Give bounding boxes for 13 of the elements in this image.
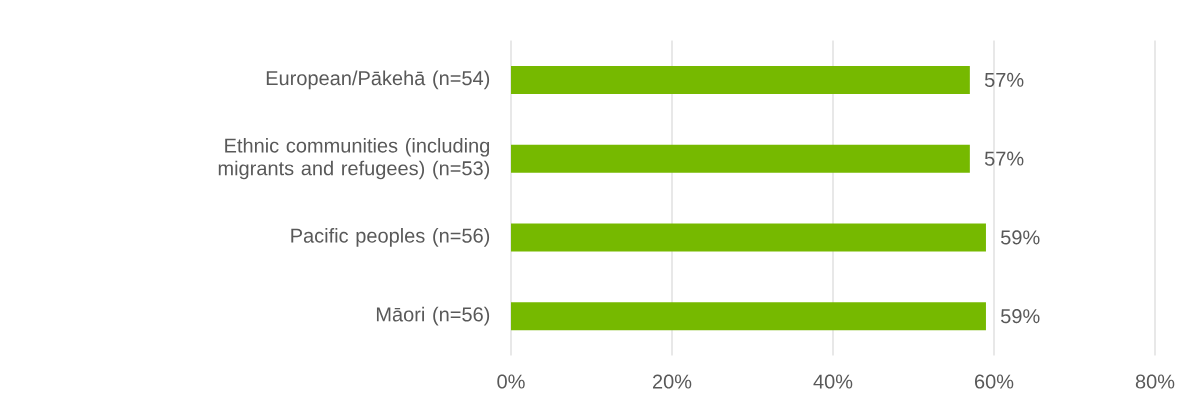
y-tick-label: European/Pākehā (n=54) xyxy=(266,70,490,90)
data-label: 57% xyxy=(984,151,1024,166)
data-label: 59% xyxy=(1001,309,1040,324)
y-tick-label: Māori (n=56) xyxy=(376,306,490,326)
data-label: 57% xyxy=(984,72,1024,87)
x-tick-label: 0% xyxy=(497,374,525,389)
y-tick-label: Ethnic communities (including migrants and refugees) (n=53) xyxy=(218,137,490,180)
data-label: 59% xyxy=(1001,230,1040,245)
x-tick-label: 60% xyxy=(975,374,1014,389)
x-tick-label: 40% xyxy=(813,374,853,389)
x-tick-label: 20% xyxy=(652,374,692,389)
x-tick-label: 80% xyxy=(1135,374,1175,389)
y-tick-label: Pacific peoples (n=56) xyxy=(291,228,490,247)
